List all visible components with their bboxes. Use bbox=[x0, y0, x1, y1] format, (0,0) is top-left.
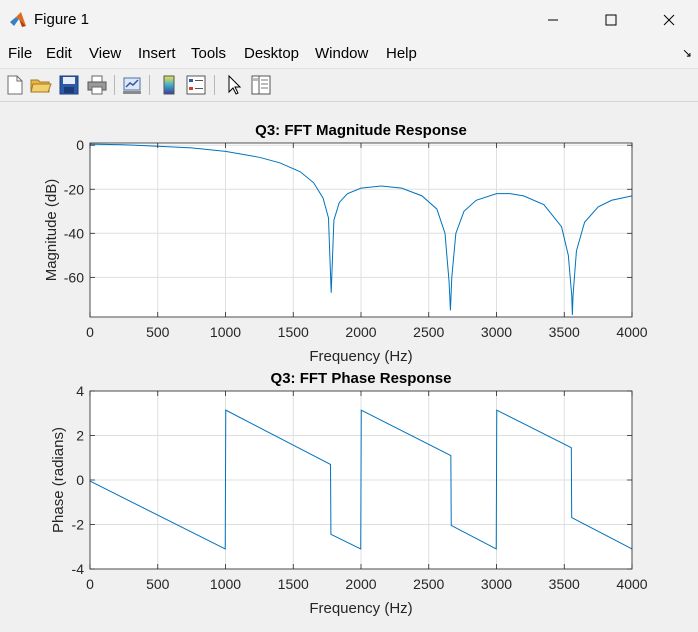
maximize-icon bbox=[605, 14, 617, 26]
link-plot-button[interactable] bbox=[120, 73, 144, 97]
menu-insert[interactable]: Insert bbox=[138, 45, 176, 62]
chart2-y-tick-label: 4 bbox=[76, 383, 84, 399]
open-file-icon bbox=[30, 79, 52, 93]
chart1-x-tick-label: 3500 bbox=[549, 324, 580, 340]
chart1-x-tick-label: 4000 bbox=[616, 324, 647, 340]
chart1-x-tick-label: 2000 bbox=[345, 324, 376, 340]
chart1-x-tick-label: 1500 bbox=[278, 324, 309, 340]
chart1-title: Q3: FFT Magnitude Response bbox=[255, 122, 467, 139]
print-icon bbox=[87, 75, 107, 95]
chart1-y-tick-label: -60 bbox=[64, 269, 84, 285]
chart2-x-tick-label: 1500 bbox=[278, 576, 309, 592]
save-icon bbox=[59, 75, 79, 95]
chart2-x-tick-label: 0 bbox=[86, 576, 94, 592]
chart1-x-tick-label: 500 bbox=[146, 324, 170, 340]
chart1-y-tick-label: 0 bbox=[76, 137, 84, 153]
edit-plot-arrow-icon bbox=[228, 74, 242, 95]
save-button[interactable] bbox=[57, 73, 81, 97]
chart2-x-tick-label: 4000 bbox=[616, 576, 647, 592]
menu-view[interactable]: View bbox=[89, 45, 122, 62]
insert-colorbar-button[interactable] bbox=[157, 73, 181, 97]
chart2-title: Q3: FFT Phase Response bbox=[271, 370, 452, 387]
menu-file[interactable]: File bbox=[8, 45, 33, 62]
property-inspector-icon bbox=[251, 75, 271, 95]
chart1-series-line[interactable] bbox=[89, 143, 633, 315]
chart1-x-tick-label: 2500 bbox=[413, 324, 444, 340]
matlab-logo-icon bbox=[10, 12, 26, 27]
menu-bar: File Edit View Insert Tools Desktop Wind… bbox=[0, 40, 698, 69]
figure-canvas: 0 500 1000 1500 2000 2500 3000 3500 4000 0 -20 -40-… bbox=[0, 102, 698, 627]
chart1-x-tick-label: 3000 bbox=[481, 324, 512, 340]
chart2-x-tick-label: 2000 bbox=[345, 576, 376, 592]
close-button[interactable] bbox=[640, 0, 698, 40]
minimize-button[interactable] bbox=[524, 0, 582, 40]
chart2-x-tick-label: 3000 bbox=[481, 576, 512, 592]
chart2-x-tick-label: 1000 bbox=[210, 576, 241, 592]
chart2-ylabel: Phase (radians) bbox=[50, 427, 67, 533]
chart1-y-tick-label: -40 bbox=[64, 225, 84, 241]
open-file-button[interactable] bbox=[29, 73, 53, 97]
toolbar-separator bbox=[114, 75, 115, 95]
chart2-y-tick-label: 2 bbox=[76, 428, 84, 444]
minimize-icon bbox=[548, 19, 558, 21]
new-figure-icon bbox=[7, 75, 23, 95]
window-title: Figure 1 bbox=[34, 11, 90, 28]
chart1-x-tick-label: 0 bbox=[86, 324, 94, 340]
menu-edit[interactable]: Edit bbox=[46, 45, 72, 62]
link-plot-icon bbox=[123, 77, 141, 94]
insert-legend-icon bbox=[186, 75, 206, 95]
dock-arrow-icon[interactable]: ↘ bbox=[681, 46, 692, 60]
chart2-x-tick-label: 3500 bbox=[549, 576, 580, 592]
edit-plot-button[interactable] bbox=[222, 73, 246, 97]
print-button[interactable] bbox=[85, 73, 109, 97]
insert-colorbar-icon bbox=[163, 75, 175, 95]
chart1-y-tick-label: -20 bbox=[64, 181, 84, 197]
chart2-y-tick-label: -2 bbox=[72, 517, 85, 533]
chart2-y-tick-label: 0 bbox=[76, 472, 84, 488]
figure-toolbar bbox=[0, 69, 698, 102]
new-figure-button[interactable] bbox=[3, 73, 27, 97]
chart1-xlabel: Frequency (Hz) bbox=[309, 348, 412, 365]
chart2-y-tick-label: -4 bbox=[72, 561, 85, 577]
menu-help[interactable]: Help bbox=[386, 45, 417, 62]
window-titlebar: Figure 1 bbox=[0, 0, 698, 40]
chart2-x-tick-label: 2500 bbox=[413, 576, 444, 592]
property-inspector-button[interactable] bbox=[249, 73, 273, 97]
chart2-xlabel: Frequency (Hz) bbox=[309, 600, 412, 617]
close-icon bbox=[663, 14, 675, 26]
toolbar-separator bbox=[149, 75, 150, 95]
toolbar-separator bbox=[214, 75, 215, 95]
chart1-ylabel: Magnitude (dB) bbox=[43, 179, 60, 282]
menu-tools[interactable]: Tools bbox=[191, 45, 227, 62]
menu-window[interactable]: Window bbox=[315, 45, 369, 62]
menu-desktop[interactable]: Desktop bbox=[244, 45, 300, 62]
chart2-x-tick-label: 500 bbox=[146, 576, 170, 592]
chart2-series-line[interactable] bbox=[89, 409, 633, 550]
chart1-x-tick-label: 1000 bbox=[210, 324, 241, 340]
figure-plots: 0 500 1000 1500 2000 2500 3000 3500 40000-20-40-… bbox=[43, 122, 648, 617]
maximize-button[interactable] bbox=[582, 0, 640, 40]
insert-legend-button[interactable] bbox=[184, 73, 208, 97]
